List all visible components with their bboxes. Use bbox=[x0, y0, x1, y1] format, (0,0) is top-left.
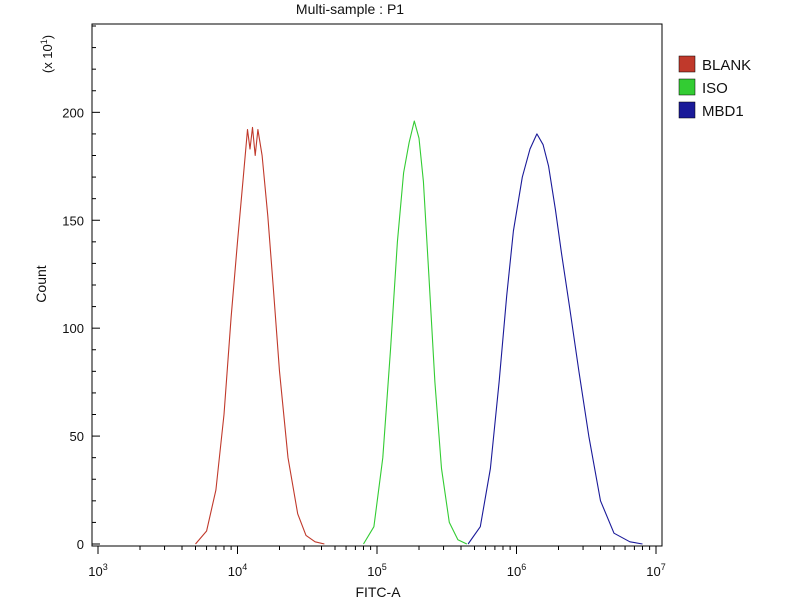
x-tick-label: 107 bbox=[646, 562, 665, 579]
y-axis: 0 50 100 150 200 bbox=[62, 25, 100, 552]
y-multiplier-label: (x 101) bbox=[39, 35, 55, 73]
x-axis-label: FITC-A bbox=[355, 584, 401, 600]
plot-frame bbox=[91, 23, 663, 547]
legend-swatch bbox=[678, 101, 696, 119]
series-line-mbd1 bbox=[467, 133, 643, 545]
y-tick-label: 50 bbox=[70, 429, 84, 444]
y-tick-label: 0 bbox=[77, 537, 84, 552]
x-tick-label: 103 bbox=[88, 562, 107, 579]
y-axis-label: Count bbox=[33, 265, 49, 302]
legend-swatch bbox=[678, 55, 696, 73]
x-tick-label: 106 bbox=[507, 562, 526, 579]
legend-label: BLANK bbox=[702, 57, 751, 74]
x-tick-label: 104 bbox=[228, 562, 247, 579]
legend-swatch bbox=[678, 78, 696, 96]
x-tick-label: 105 bbox=[367, 562, 386, 579]
legend-label: MBD1 bbox=[702, 103, 744, 120]
y-tick-label: 150 bbox=[62, 213, 84, 228]
series-line-iso bbox=[363, 120, 468, 545]
y-tick-label: 200 bbox=[62, 105, 84, 120]
legend: BLANK ISO MBD1 bbox=[678, 55, 751, 120]
x-axis: 103 104 105 106 107 bbox=[88, 546, 666, 579]
chart-title: Multi-sample : P1 bbox=[296, 1, 404, 17]
series-line-blank bbox=[195, 126, 325, 545]
series-layer bbox=[195, 120, 643, 545]
y-tick-label: 100 bbox=[62, 321, 84, 336]
legend-label: ISO bbox=[702, 80, 728, 97]
